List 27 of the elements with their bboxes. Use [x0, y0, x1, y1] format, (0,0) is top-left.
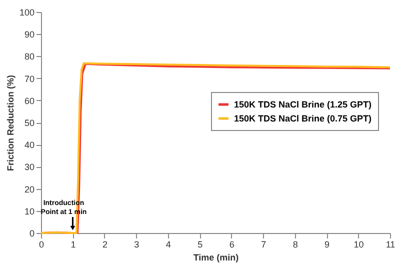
x-tick-label: 4	[166, 240, 171, 250]
y-tick-label: 0	[29, 228, 34, 238]
x-tick-label: 0	[38, 240, 44, 250]
y-tick-label: 90	[24, 30, 34, 40]
x-tick-label: 10	[354, 240, 364, 250]
y-tick-label: 70	[24, 74, 34, 84]
y-tick-label: 30	[24, 162, 34, 172]
x-tick-label: 5	[198, 240, 203, 250]
x-tick-label: 9	[324, 240, 330, 250]
legend-label: 150K TDS NaCl Brine (0.75 GPT)	[234, 114, 372, 124]
x-tick-label: 8	[292, 240, 298, 250]
x-tick-label: 2	[102, 240, 108, 250]
y-tick-label: 80	[24, 52, 34, 62]
x-tick-label: 6	[229, 240, 234, 250]
y-tick-label: 100	[19, 8, 34, 18]
x-tick-label: 11	[386, 240, 396, 250]
x-tick-label: 1	[70, 240, 76, 250]
x-axis-title: Time (min)	[193, 252, 239, 262]
y-tick-label: 10	[24, 206, 34, 216]
y-tick-label: 60	[24, 96, 34, 106]
y-tick-label: 40	[24, 140, 34, 150]
x-tick-label: 3	[134, 240, 140, 250]
y-tick-label: 20	[24, 184, 34, 194]
y-tick-label: 50	[24, 118, 34, 128]
y-axis-title: Friction Reduction (%)	[5, 75, 16, 171]
legend-label: 150K TDS NaCl Brine (1.25 GPT)	[234, 100, 372, 110]
x-tick-label: 7	[261, 240, 266, 250]
